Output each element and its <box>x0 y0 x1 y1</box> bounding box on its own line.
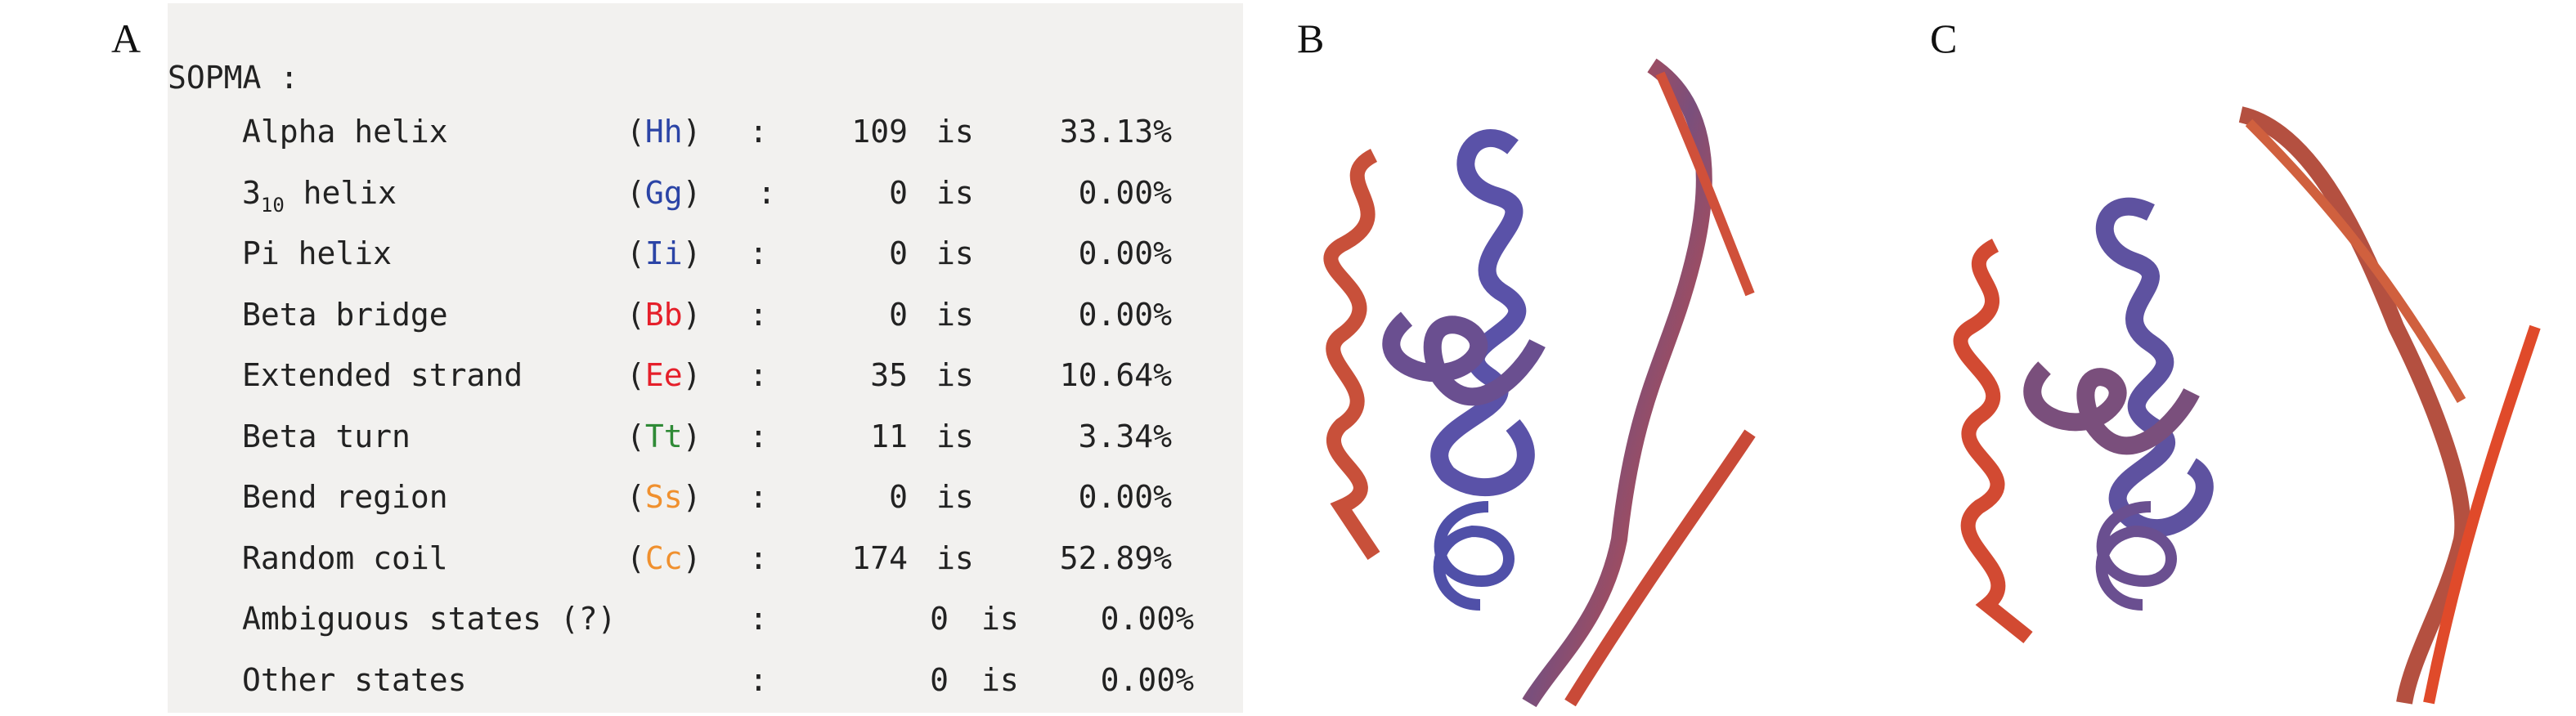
residue-count: 0 <box>930 661 949 698</box>
residue-count: 0 <box>889 174 908 211</box>
is-word: is <box>936 174 974 211</box>
residue-count: 0 <box>930 601 949 637</box>
sopma-title: SOPMA : <box>168 60 299 96</box>
percentage: 0.00% <box>1078 479 1172 515</box>
colon: : <box>749 479 768 515</box>
colon: : <box>749 357 768 393</box>
is-word: is <box>936 296 974 333</box>
colon: : <box>749 114 768 150</box>
colon: : <box>749 235 768 271</box>
structure-label: Extended strand <box>242 357 523 393</box>
structure-label: Beta bridge <box>242 296 448 333</box>
strand-ribbon <box>1522 58 1712 708</box>
sopma-row: Bend region (Ss): 0 is 0.00% <box>168 481 1243 522</box>
sopma-row: Beta turn (Tt): 11 is 3.34% <box>168 421 1243 462</box>
sopma-row: Beta bridge (Bb): 0 is 0.00% <box>168 299 1243 340</box>
sopma-row: Random coil (Cc):174 is 52.89% <box>168 543 1243 584</box>
structure-label: Alpha helix <box>242 114 448 150</box>
is-word: is <box>936 479 974 515</box>
percentage: 52.89% <box>1059 539 1172 576</box>
strand-ribbon <box>1655 71 1755 297</box>
colon: : <box>749 601 768 637</box>
helix-ribbon <box>1953 238 2033 644</box>
sopma-result-panel: SOPMA : Alpha helix (Hh): 109 is 33.13% 310 h… <box>168 3 1243 713</box>
percentage: 0.00% <box>1078 174 1172 211</box>
helix-ribbon <box>2095 501 2177 611</box>
structure-code: (Cc) <box>626 539 702 576</box>
strand-ribbon <box>2245 119 2466 403</box>
helix-ribbon <box>1382 311 1546 406</box>
helix-ribbon <box>1323 148 1380 560</box>
percentage: 0.00% <box>1100 661 1194 698</box>
sopma-row: Ambiguous states (?): 0 is 0.00% <box>168 603 1243 644</box>
residue-count: 0 <box>889 235 908 271</box>
sopma-row: Pi helix (Ii): 0 is 0.00% <box>168 238 1243 279</box>
residue-count: 0 <box>889 479 908 515</box>
is-word: is <box>981 601 1019 637</box>
residue-count: 174 <box>851 539 908 576</box>
sopma-row: 310 helix (Gg): 0 is 0.00% <box>168 177 1243 218</box>
structure-label: Ambiguous states (?) <box>242 601 617 637</box>
structure-label: Bend region <box>242 479 448 515</box>
panel-label-c: C <box>1930 16 1958 61</box>
is-word: is <box>936 235 974 271</box>
percentage: 0.00% <box>1078 235 1172 271</box>
sopma-row: Other states:0 is 0.00% <box>168 665 1243 705</box>
panel-label-a: A <box>111 16 141 61</box>
protein-structure-c <box>1953 106 2541 705</box>
colon: : <box>749 661 768 698</box>
strand-ribbon <box>2423 324 2541 705</box>
residue-count: 0 <box>889 296 908 333</box>
structure-code: (Hh) <box>626 114 702 150</box>
structure-code: (Ii) <box>626 235 702 271</box>
helix-ribbon <box>1433 501 1515 611</box>
helix-ribbon <box>2095 197 2214 537</box>
protein-structure-b <box>1323 58 1756 708</box>
percentage: 33.13% <box>1059 114 1172 150</box>
residue-count: 11 <box>870 418 908 454</box>
is-word: is <box>981 661 1019 698</box>
percentage: 10.64% <box>1059 357 1172 393</box>
is-word: is <box>936 539 974 576</box>
structure-label: Random coil <box>242 539 448 576</box>
is-word: is <box>936 418 974 454</box>
helix-ribbon <box>2023 361 2200 455</box>
sopma-row: Alpha helix (Hh): 109 is 33.13% <box>168 116 1243 157</box>
structure-code: (Ee) <box>626 357 702 393</box>
structure-code: (Bb) <box>626 296 702 333</box>
colon: : <box>749 296 768 333</box>
residue-count: 35 <box>870 357 908 393</box>
helix-ribbon <box>1430 129 1535 496</box>
is-word: is <box>936 114 974 150</box>
percentage: 0.00% <box>1078 296 1172 333</box>
colon: : <box>757 174 776 211</box>
panel-label-b: B <box>1297 16 1325 61</box>
structure-label: Beta turn <box>242 418 411 454</box>
percentage: 3.34% <box>1078 418 1172 454</box>
strand-ribbon <box>2238 106 2471 705</box>
residue-count: 109 <box>851 114 908 150</box>
structure-label: 310 helix <box>242 174 397 217</box>
colon: : <box>749 418 768 454</box>
percentage: 0.00% <box>1100 601 1194 637</box>
sopma-row: Extended strand (Ee): 35 is 10.64% <box>168 360 1243 401</box>
structure-code: (Tt) <box>626 418 702 454</box>
structure-code: (Gg) <box>626 174 702 211</box>
structure-label: Other states <box>242 661 467 698</box>
structure-code: (Ss) <box>626 479 702 515</box>
is-word: is <box>936 357 974 393</box>
strand-ribbon <box>1564 429 1756 707</box>
structure-label: Pi helix <box>242 235 393 271</box>
colon: : <box>749 539 768 576</box>
